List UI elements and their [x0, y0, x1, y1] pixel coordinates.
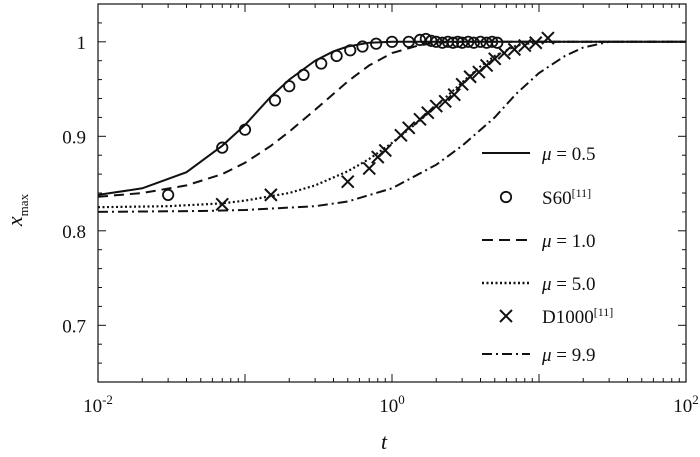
data-point-x: [341, 174, 355, 189]
x-tick-label: 10-2: [83, 392, 113, 417]
data-point-circle: [385, 35, 399, 48]
series-line-2: [98, 40, 686, 198]
data-point-circle: [402, 35, 415, 48]
legend-item: D1000[11]: [499, 305, 613, 328]
data-point-x: [362, 161, 376, 176]
data-point-x: [429, 99, 443, 113]
data-point-x: [421, 105, 435, 120]
data-point-circle: [413, 33, 427, 47]
data-point-x: [447, 88, 461, 102]
data-point-x: [438, 94, 452, 109]
y-tick-label: 0.9: [62, 127, 86, 148]
series-markers-4: [215, 31, 555, 212]
x-tick-label: 100: [379, 392, 405, 417]
data-point-circle: [330, 49, 343, 63]
series-line-3: [98, 40, 686, 209]
y-tick-label: 0.8: [62, 222, 86, 243]
data-point-x: [215, 197, 229, 212]
data-point-x: [402, 121, 416, 135]
data-point-x: [497, 46, 511, 60]
data-point-x: [479, 58, 494, 73]
series-line-0: [98, 40, 686, 196]
series-markers-1: [162, 32, 504, 201]
legend-label: μ = 5.0: [541, 274, 596, 295]
series-line-5: [98, 40, 686, 213]
legend-item: μ = 0.5: [482, 144, 596, 165]
data-point-circle: [268, 94, 282, 107]
data-point-x: [463, 70, 477, 84]
data-point-circle: [238, 123, 252, 136]
data-point-x: [488, 52, 502, 66]
data-point-circle: [344, 44, 357, 57]
data-point-circle: [425, 34, 438, 47]
data-point-x: [264, 188, 278, 202]
data-point-circle: [297, 68, 310, 81]
svg-text:xmax: xmax: [2, 193, 31, 227]
data-point-circle: [356, 40, 369, 53]
legend-marker-x: [499, 309, 513, 323]
data-point-x: [507, 42, 522, 57]
legend-item: μ = 9.9: [482, 345, 596, 366]
x-axis-label: t: [381, 429, 388, 454]
legend-item: μ = 5.0: [482, 274, 596, 295]
y-tick-label: 1: [77, 33, 87, 54]
data-point-circle: [216, 141, 229, 154]
legend-label: S60[11]: [542, 186, 591, 209]
y-axis-label: xmax: [2, 193, 31, 227]
data-point-x: [541, 31, 555, 45]
y-axis-label-sub: max: [16, 193, 31, 216]
data-point-x: [529, 36, 543, 50]
legend-label: μ = 0.5: [541, 144, 596, 165]
legend-label: μ = 1.0: [541, 231, 596, 252]
y-tick-label: 0.7: [62, 316, 86, 337]
legend-item: S60[11]: [499, 186, 591, 209]
data-point-circle: [315, 57, 328, 70]
plot-area: 10-2 100 102 0.7 0.8 0.9 1: [62, 3, 699, 417]
legend-marker-circle: [499, 190, 513, 204]
data-point-circle: [370, 37, 383, 50]
legend-item: μ = 1.0: [482, 231, 596, 252]
y-axis-label-main: x: [2, 216, 27, 227]
data-point-circle: [283, 80, 296, 93]
legend: μ = 0.5 S60[11] μ = 1.0 μ = 5.0 D1000[11] μ =…: [482, 144, 613, 366]
x-tick-label: 102: [673, 392, 699, 417]
legend-label: μ = 9.9: [541, 345, 596, 366]
data-point-circle: [162, 188, 175, 201]
plot-frame: [97, 3, 687, 383]
data-point-x: [518, 38, 532, 53]
data-point-x: [378, 143, 392, 158]
legend-label: D1000[11]: [542, 305, 613, 328]
